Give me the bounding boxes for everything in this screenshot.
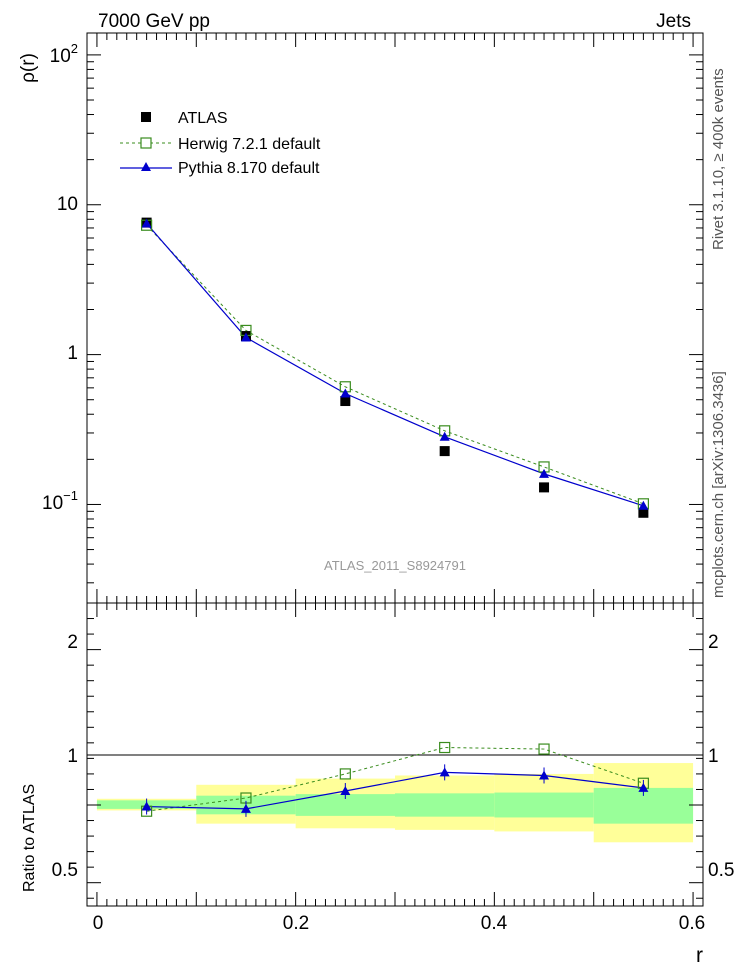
pythia-point [439, 431, 450, 441]
legend-entry-herwig: Herwig 7.2.1 default [120, 136, 321, 153]
main-ytick-label-0.1: 10−1 [42, 488, 78, 514]
pythia-ratio-line [146, 771, 644, 810]
legend-pythia-label: Pythia 8.170 default [178, 160, 320, 177]
ratio-band-inner [295, 794, 395, 816]
legend-herwig-label: Herwig 7.2.1 default [178, 136, 321, 153]
pythia-point [340, 388, 351, 398]
pythia-ratio-point [638, 782, 649, 792]
legend-entry-atlas: ATLAS [141, 110, 228, 127]
legend-herwig-marker [140, 137, 152, 149]
x-tick-label-0.6: 0.6 [679, 913, 705, 934]
legend-entry-pythia: Pythia 8.170 default [120, 160, 320, 177]
pythia-ratio-point [539, 770, 550, 780]
pythia-ratio-point [439, 767, 450, 777]
ratio-ytick-label-left-1: 1 [67, 746, 78, 767]
x-tick-label-0.2: 0.2 [283, 913, 309, 934]
ratio-band-inner [395, 793, 495, 817]
atlas-point [340, 396, 351, 407]
herwig-ratio-point [538, 743, 550, 755]
mcplots-label: mcplots.cern.ch [arXiv:1306.3436] [710, 371, 727, 598]
herwig-line [146, 224, 644, 505]
ratio-band-inner [494, 792, 594, 818]
pythia-point [638, 500, 649, 510]
pythia-line [146, 223, 644, 507]
ratio-ytick-label-right-2: 2 [708, 632, 719, 653]
herwig-ratio-point [339, 768, 351, 780]
x-axis-label: r [696, 944, 703, 967]
pythia-point [141, 218, 152, 228]
rivet-label: Rivet 3.1.10, ≥ 400k events [710, 68, 727, 250]
header-left: 7000 GeV pp [98, 11, 210, 32]
header-right: Jets [656, 11, 691, 32]
ratio-ticks [87, 603, 703, 906]
herwig-ratio-point [439, 741, 451, 754]
main-ytick-label-100: 102 [50, 41, 78, 67]
pythia-point [240, 332, 251, 342]
herwig-ratio-line [146, 747, 644, 812]
pythia-ratio-point [141, 801, 152, 811]
atlas-point [638, 507, 649, 518]
legend-atlas-label: ATLAS [178, 110, 228, 127]
main-panel: ρ(r) 10−1 1 10 102 ATLAS_2011_S8924791 A… [18, 32, 704, 604]
main-ytick-label-10: 10 [57, 194, 78, 215]
x-tick-label-0.4: 0.4 [481, 913, 508, 934]
atlas-point [439, 446, 450, 457]
main-ytick-label-1: 1 [67, 343, 78, 364]
ratio-ytick-label-right-0.5: 0.5 [708, 860, 734, 881]
x-tick-label-0: 0 [93, 913, 104, 934]
pythia-ratio-point [240, 803, 251, 813]
analysis-label: ATLAS_2011_S8924791 [324, 558, 466, 573]
ratio-bands [96, 763, 694, 843]
ratio-y-axis-label: Ratio to ATLAS [21, 784, 38, 892]
atlas-point [539, 482, 550, 493]
ratio-panel: Ratio to ATLAS 0.5 1 2 0.5 1 2 0 0.2 0.4… [21, 602, 734, 967]
ratio-ytick-label-left-0.5: 0.5 [52, 860, 78, 881]
main-y-axis-label: ρ(r) [18, 53, 39, 83]
ratio-ytick-label-left-2: 2 [67, 632, 78, 653]
main-data [141, 217, 649, 518]
legend: ATLAS Herwig 7.2.1 default Pythia 8.170 … [120, 110, 321, 177]
ratio-data [141, 741, 649, 817]
legend-pythia-marker [141, 162, 151, 171]
legend-atlas-marker [141, 112, 151, 122]
main-ticks [87, 33, 703, 603]
pythia-ratio-point [340, 786, 351, 796]
ratio-ytick-label-right-1: 1 [708, 746, 719, 767]
pythia-point [539, 468, 550, 478]
